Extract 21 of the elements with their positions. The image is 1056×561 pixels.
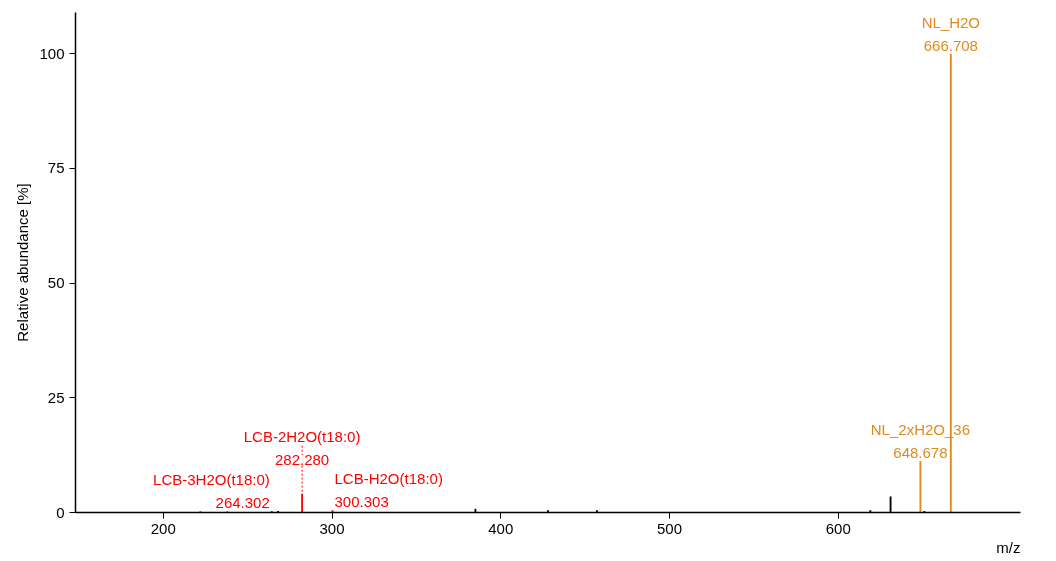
y-tick-label: 100 [39, 44, 65, 62]
y-tick-label: 25 [47, 388, 65, 406]
x-tick-label: 400 [488, 519, 514, 537]
annotation: NL_H2O [921, 13, 980, 31]
annotation: 300.303 [334, 493, 389, 511]
y-tick-label: 50 [47, 274, 65, 292]
x-axis-title: m/z [996, 538, 1021, 556]
y-tick-label: 0 [56, 503, 65, 521]
y-axis-title: Relative abundance [%] [14, 183, 32, 342]
x-tick-label: 300 [319, 519, 345, 537]
annotation: LCB-2H2O(t18:0) [243, 428, 361, 446]
x-tick-label: 600 [825, 519, 851, 537]
annotation: 264.302 [215, 494, 270, 512]
x-tick-label: 200 [150, 519, 176, 537]
y-tick-label: 75 [47, 159, 65, 177]
x-tick-label: 500 [656, 519, 683, 537]
annotation: 666.708 [923, 36, 978, 54]
annotation: LCB-3H2O(t18:0) [153, 471, 270, 489]
annotation: LCB-H2O(t18:0) [334, 470, 443, 488]
annotation: 282.280 [274, 451, 330, 469]
annotation: 648.678 [893, 444, 948, 462]
